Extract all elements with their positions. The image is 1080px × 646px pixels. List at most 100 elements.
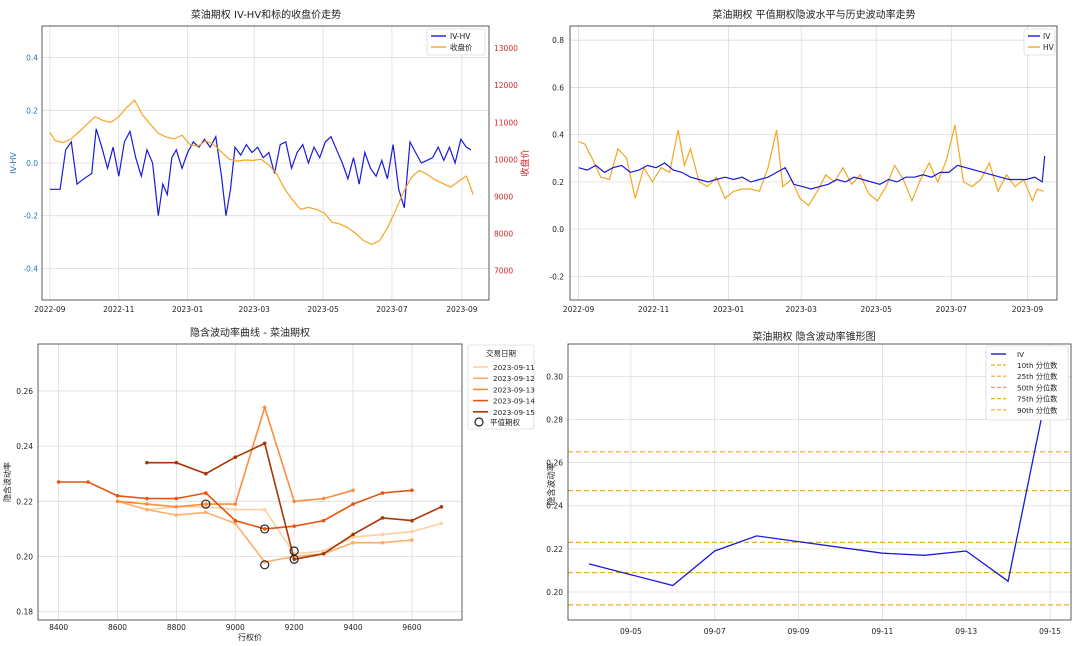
panel-3-title: 隐含波动率曲线 - 菜油期权 [190, 326, 310, 339]
y-tick-label: 0.4 [26, 54, 38, 63]
smile-point [351, 502, 355, 506]
panel-4-ylabel: 隐含波动率 [546, 462, 557, 505]
smile-point [262, 507, 267, 512]
smile-point [56, 480, 61, 484]
y-tick-label: 0.28 [546, 415, 563, 424]
y-tick-label: 0.2 [552, 178, 564, 187]
atm-marker [260, 560, 270, 570]
panel-smile: 隐含波动率曲线 - 菜油期权 8400 8600 8800 9000 9200 9400 9… [2, 326, 535, 642]
y-tick-label: 0.24 [546, 502, 563, 511]
x-tick-label: 2022-09 [563, 305, 595, 314]
panel-1-title: 菜油期权 IV-HV和标的收盘价走势 [191, 8, 341, 21]
x-tick-label: 09-15 [1039, 627, 1061, 636]
panel-2-legend: IV HV [1023, 28, 1056, 56]
x-tick-label: 2023-09 [446, 305, 478, 314]
legend-label: 10th 分位数 [1017, 361, 1057, 370]
legend-label: 25th 分位数 [1017, 372, 1057, 381]
y-tick-label: 0.22 [546, 545, 563, 554]
legend-title: 交易日期 [486, 348, 516, 358]
iv-series-line [588, 376, 1051, 587]
smile-point [351, 535, 355, 539]
smile-point [292, 557, 296, 562]
x-tick-label: 9600 [402, 623, 421, 632]
iv-series-line [578, 155, 1046, 190]
legend-label: 2023-09-15 [493, 408, 535, 417]
x-tick-label: 2023-01 [713, 305, 745, 314]
smile-point [321, 518, 326, 523]
y-tick-label: 0.26 [546, 459, 563, 468]
x-tick-label: 2023-07 [936, 305, 968, 314]
x-tick-label: 8800 [167, 623, 186, 632]
smile-point [410, 529, 414, 534]
smile-point [292, 499, 296, 504]
panel-3-xlabel: 行权价 [238, 632, 262, 642]
smile-point [380, 516, 385, 520]
x-tick-label: 09-09 [788, 627, 810, 636]
legend-label: HV [1043, 43, 1055, 52]
smile-point [321, 549, 326, 553]
x-tick-label: 2023-09 [1012, 305, 1044, 314]
smile-point [380, 532, 385, 537]
smile-point [233, 518, 238, 523]
y2-tick-label: 12000 [494, 81, 518, 90]
x-tick-label: 9400 [344, 623, 363, 632]
smile-point [410, 488, 414, 493]
smile-point [262, 441, 267, 446]
x-tick-label: 2023-05 [861, 305, 893, 314]
x-tick-label: 9000 [226, 623, 245, 632]
panel-1-y2label: 收盘价 [519, 149, 531, 176]
panel-3-ylabel: 隐含波动率 [2, 462, 12, 502]
y-tick-label: 0.6 [552, 83, 564, 92]
panel-1-legend: IV-HV 收盘价 [426, 28, 486, 56]
legend-label: IV-HV [450, 32, 471, 41]
panel-3-legend: 交易日期 2023-09-11 2023-09-12 2023-09-13 2023-… [467, 344, 535, 430]
y-tick-label: 0.0 [552, 225, 564, 234]
y2-tick-label: 11000 [494, 118, 518, 127]
legend-label: 90th 分位数 [1017, 406, 1057, 415]
smile-point [145, 460, 149, 465]
y-tick-label: 0.8 [552, 36, 564, 45]
smile-point [233, 502, 238, 506]
x-tick-label: 9200 [285, 623, 304, 632]
smile-point [410, 538, 414, 542]
smile-point [204, 471, 208, 476]
y-tick-label: 0.4 [552, 131, 564, 140]
x-tick-label: 2022-09 [34, 305, 66, 314]
x-tick-label: 2022-11 [638, 305, 670, 314]
smile-point [351, 532, 355, 537]
x-tick-label: 2022-11 [103, 305, 135, 314]
panel-iv-hv-close: 菜油期权 IV-HV和标的收盘价走势 2022-09 2022-11 2023-01… [9, 8, 531, 314]
smile-point [321, 496, 326, 501]
y-tick-label: 0.20 [546, 588, 563, 597]
y-tick-label: -0.2 [549, 272, 564, 281]
smile-point [115, 494, 120, 498]
legend-label: 收盘价 [450, 42, 473, 52]
y-tick-label: -0.2 [23, 212, 38, 221]
smile-point [439, 505, 444, 509]
panel-4-frame [567, 343, 1072, 621]
x-tick-label: 09-13 [955, 627, 977, 636]
y-tick-label: 0.26 [16, 387, 33, 396]
y-tick-label: -0.4 [23, 264, 38, 273]
smile-point [204, 491, 208, 495]
smile-point [204, 502, 208, 506]
smile-point [351, 540, 355, 545]
panel-3-frame [37, 343, 463, 621]
smile-point [380, 540, 385, 545]
x-tick-label: 8400 [49, 623, 68, 632]
legend-label: 50th 分位数 [1017, 383, 1057, 392]
smile-point [292, 524, 296, 528]
smile-point [145, 507, 149, 512]
y2-tick-label: 7000 [494, 266, 513, 275]
x-tick-label: 2023-01 [172, 305, 204, 314]
x-tick-label: 2023-03 [239, 305, 271, 314]
smile-point [233, 455, 238, 459]
y2-tick-label: 13000 [494, 44, 518, 53]
smile-point [174, 505, 179, 509]
panel-vol-cone: 菜油期权 隐含波动率锥形图 09-05 09-07 09-09 09-11 09-13 0… [546, 330, 1072, 636]
panel-4-legend: IV 10th 分位数 25th 分位数 50th 分位数 75th 分位数 90th 分… [985, 345, 1069, 421]
smile-point [145, 496, 149, 501]
y-tick-label: 0.20 [16, 553, 33, 562]
